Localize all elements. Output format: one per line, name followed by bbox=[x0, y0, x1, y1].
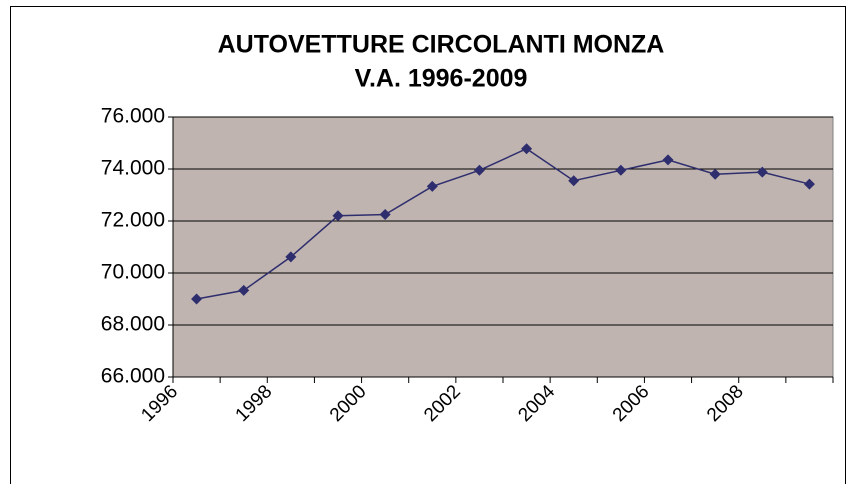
marker bbox=[332, 210, 344, 222]
marker bbox=[709, 168, 721, 180]
marker bbox=[803, 178, 815, 190]
y-tick-label: 72.000 bbox=[101, 209, 165, 232]
marker bbox=[473, 164, 485, 176]
marker bbox=[568, 175, 580, 187]
y-tick-label: 66.000 bbox=[101, 365, 165, 388]
marker bbox=[238, 284, 250, 296]
marker bbox=[379, 209, 391, 220]
chart-subtitle: V.A. 1996-2009 bbox=[355, 65, 528, 93]
marker bbox=[191, 293, 203, 305]
marker bbox=[756, 166, 768, 178]
marker bbox=[615, 164, 627, 176]
y-tick-label: 74.000 bbox=[101, 157, 165, 180]
marker bbox=[662, 154, 674, 166]
y-tick-label: 68.000 bbox=[101, 313, 165, 336]
marker bbox=[285, 251, 297, 263]
y-tick-label: 70.000 bbox=[101, 261, 165, 284]
chart-title: AUTOVETTURE CIRCOLANTI MONZA bbox=[218, 31, 665, 59]
plot-area bbox=[172, 116, 834, 378]
y-tick-label: 76.000 bbox=[101, 105, 165, 128]
marker bbox=[426, 180, 438, 192]
line bbox=[196, 147, 810, 300]
marker bbox=[521, 143, 533, 155]
